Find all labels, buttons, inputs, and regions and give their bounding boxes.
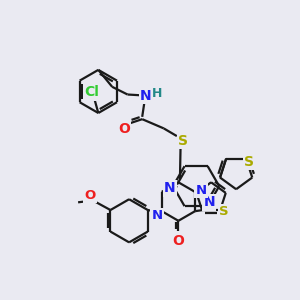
Text: N: N <box>164 182 176 196</box>
Text: S: S <box>244 155 254 169</box>
Text: H: H <box>152 87 162 100</box>
Text: S: S <box>219 205 229 218</box>
Text: Cl: Cl <box>85 85 100 99</box>
Text: O: O <box>172 234 184 248</box>
Text: N: N <box>203 195 215 209</box>
Text: O: O <box>118 122 130 136</box>
Text: O: O <box>85 189 96 202</box>
Text: S: S <box>178 134 188 148</box>
Text: N: N <box>196 184 207 197</box>
Text: N: N <box>140 89 152 103</box>
Text: N: N <box>152 209 163 222</box>
